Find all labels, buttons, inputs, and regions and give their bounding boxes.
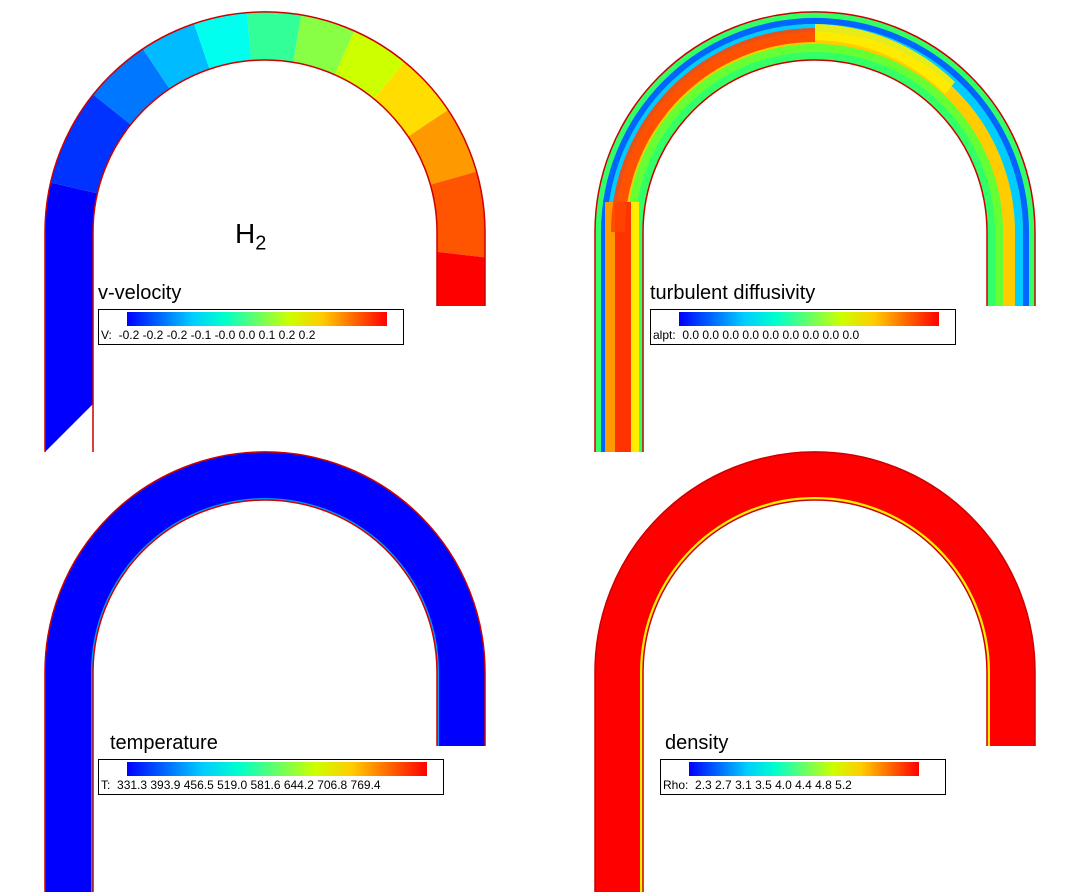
velocity-plot — [5, 2, 515, 452]
temperature-legend-var: T: — [101, 778, 110, 792]
diffusivity-legend-var: alpt: — [653, 328, 676, 342]
diffusivity-legend-ticks: 0.0 0.0 0.0 0.0 0.0 0.0 0.0 0.0 0.0 — [682, 328, 859, 342]
diffusivity-legend: alpt: 0.0 0.0 0.0 0.0 0.0 0.0 0.0 0.0 0.… — [650, 309, 956, 345]
temperature-title: temperature — [110, 732, 218, 755]
density-title: density — [665, 732, 728, 755]
temperature-plot — [5, 442, 515, 892]
diffusivity-title: turbulent diffusivity — [650, 282, 815, 305]
velocity-legend: V: -0.2 -0.2 -0.2 -0.1 -0.0 0.0 0.1 0.2 … — [98, 309, 404, 345]
density-legend-ticks: 2.3 2.7 3.1 3.5 4.0 4.4 4.8 5.2 — [695, 778, 852, 792]
density-legend-var: Rho: — [663, 778, 688, 792]
velocity-title: v-velocity — [98, 282, 181, 305]
temperature-legend: T: 331.3 393.9 456.5 519.0 581.6 644.2 7… — [98, 759, 444, 795]
density-plot — [555, 442, 1075, 892]
velocity-legend-var: V: — [101, 328, 112, 342]
temperature-legend-ticks: 331.3 393.9 456.5 519.0 581.6 644.2 706.… — [117, 778, 381, 792]
diffusivity-plot — [555, 2, 1075, 452]
density-legend: Rho: 2.3 2.7 3.1 3.5 4.0 4.4 4.8 5.2 — [660, 759, 946, 795]
velocity-legend-ticks: -0.2 -0.2 -0.2 -0.1 -0.0 0.0 0.1 0.2 0.2 — [119, 328, 316, 342]
